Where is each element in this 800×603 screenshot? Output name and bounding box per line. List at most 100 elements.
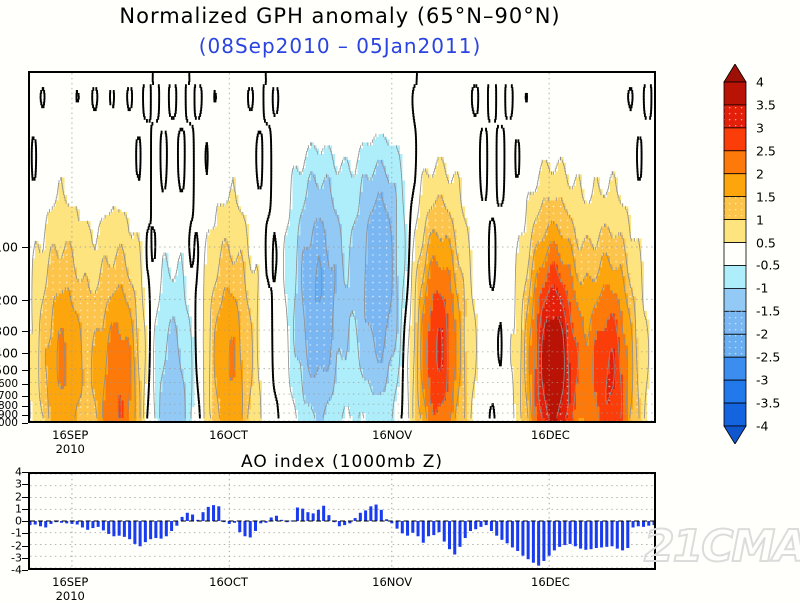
ao-bar <box>427 521 430 536</box>
ao-bar <box>511 521 514 547</box>
watermark-21cma: 21CMA <box>644 521 800 572</box>
ao-tick-label: 1 <box>15 502 22 515</box>
pressure-tick <box>22 406 28 407</box>
ao-bar <box>422 521 425 543</box>
colorbar-swatch <box>724 357 746 380</box>
ao-bar <box>642 521 645 527</box>
pressure-tick <box>22 331 28 332</box>
colorbar-tick-label: -1 <box>756 281 768 296</box>
ao-bar <box>359 513 362 521</box>
ao-bar <box>590 521 593 549</box>
ao-bar <box>611 521 614 546</box>
ao-bar <box>170 521 173 531</box>
ao-bar <box>521 521 524 556</box>
ao-bar <box>86 521 89 530</box>
ao-bar <box>327 515 330 521</box>
date-tick-label: 16NOV <box>372 428 412 442</box>
ao-bar <box>30 521 32 525</box>
colorbar-tick-label: -0.5 <box>756 258 780 273</box>
ao-bar <box>637 521 640 526</box>
ao-bar <box>369 506 372 521</box>
colorbar-tick-label: 3.5 <box>756 97 776 112</box>
colorbar-swatch <box>724 82 746 105</box>
ao-bar <box>364 510 367 521</box>
ao-bar <box>139 521 142 546</box>
ao-bar <box>317 510 320 521</box>
ao-panel-title: AO index (1000mb Z) <box>28 452 656 472</box>
ao-tick <box>22 521 28 522</box>
ao-bar <box>443 521 446 542</box>
ao-bar <box>301 509 304 521</box>
ao-bar <box>39 521 42 526</box>
ao-bar <box>616 521 619 549</box>
ao-bar <box>537 521 540 566</box>
ao-bar <box>343 521 346 525</box>
ao-bar <box>490 521 493 531</box>
ao-bar <box>312 513 315 521</box>
pressure-tick-label: 300 <box>0 323 18 338</box>
pressure-tick-label: 1000 <box>0 417 18 429</box>
ao-tick-label: -1 <box>11 527 22 540</box>
colorbar-tick-label: 1 <box>756 212 764 227</box>
ao-bar <box>621 521 624 550</box>
ao-bar <box>144 521 147 542</box>
ao-bar <box>249 521 252 537</box>
ao-bar <box>97 521 100 527</box>
ao-bar <box>238 521 241 532</box>
ao-bar <box>516 521 519 551</box>
colorbar-tick-label: 3 <box>756 120 764 135</box>
ao-index-bar-chart <box>30 474 654 568</box>
pressure-tick-label: 500 <box>0 363 18 378</box>
ao-bar <box>495 521 498 536</box>
ao-bar <box>375 505 378 521</box>
colorbar-tick-label: 1.5 <box>756 189 776 204</box>
colorbar-gradient <box>716 64 756 444</box>
ao-bar <box>275 516 278 521</box>
ao-tick <box>22 472 28 473</box>
ao-bar <box>128 521 131 539</box>
ao-bar <box>186 513 189 521</box>
ao-bar <box>191 515 194 521</box>
date-tick-label: 16DEC <box>531 575 570 589</box>
ao-index-panel <box>28 472 656 570</box>
ao-bar <box>322 506 325 521</box>
colorbar-swatch <box>724 265 746 288</box>
date-tick-label: 16DEC <box>531 428 570 442</box>
colorbar-swatch <box>724 174 746 197</box>
pressure-tick-label: 100 <box>0 240 18 255</box>
pressure-tick <box>22 353 28 354</box>
pressure-tick-label: 600 <box>0 378 18 390</box>
ao-bar <box>553 521 556 550</box>
ao-bar <box>485 521 488 525</box>
ao-bar <box>600 521 603 547</box>
ao-bar <box>542 521 545 561</box>
colorbar-tick-label: 0.5 <box>756 235 776 250</box>
ao-bar <box>76 521 79 525</box>
ao-bar <box>474 521 477 529</box>
colorbar-swatch <box>724 288 746 311</box>
ao-bar <box>500 521 503 540</box>
ao-tick-label: 4 <box>15 466 22 479</box>
date-tick-label: 16SEP <box>52 428 88 442</box>
colorbar-swatch <box>724 380 746 403</box>
ao-bar <box>102 521 105 530</box>
ao-bar <box>296 507 299 521</box>
date-tick-label: 16OCT <box>209 428 248 442</box>
colorbar-tick-label: -2 <box>756 327 768 342</box>
ao-tick-label: -2 <box>11 539 22 552</box>
ao-bar <box>595 521 598 548</box>
ao-bar <box>243 521 246 536</box>
gph-anomaly-panel <box>28 71 656 423</box>
ao-bar <box>217 506 220 521</box>
date-tick-label: 16SEP <box>52 575 88 589</box>
colorbar-swatch <box>724 243 746 266</box>
page-title: Normalized GPH anomaly (65°N–90°N) <box>0 4 680 28</box>
ao-bar <box>306 512 309 521</box>
ao-bar <box>118 521 121 536</box>
year-label: 2010 <box>56 589 85 603</box>
ao-bar <box>401 521 404 533</box>
